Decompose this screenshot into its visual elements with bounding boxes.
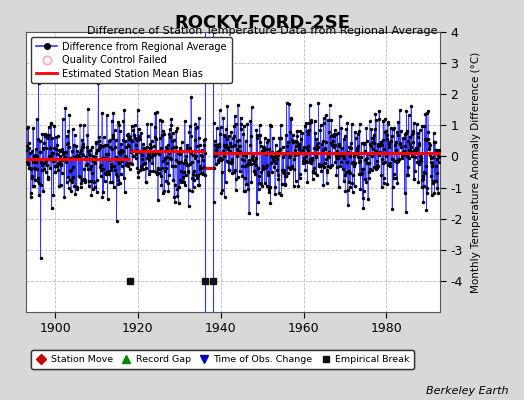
Text: Berkeley Earth: Berkeley Earth xyxy=(426,386,508,396)
Text: Difference of Station Temperature Data from Regional Average: Difference of Station Temperature Data f… xyxy=(87,26,437,36)
Y-axis label: Monthly Temperature Anomaly Difference (°C): Monthly Temperature Anomaly Difference (… xyxy=(471,51,481,293)
Legend: Station Move, Record Gap, Time of Obs. Change, Empirical Break: Station Move, Record Gap, Time of Obs. C… xyxy=(31,350,414,369)
Text: ROCKY-FORD-2SE: ROCKY-FORD-2SE xyxy=(174,14,350,32)
